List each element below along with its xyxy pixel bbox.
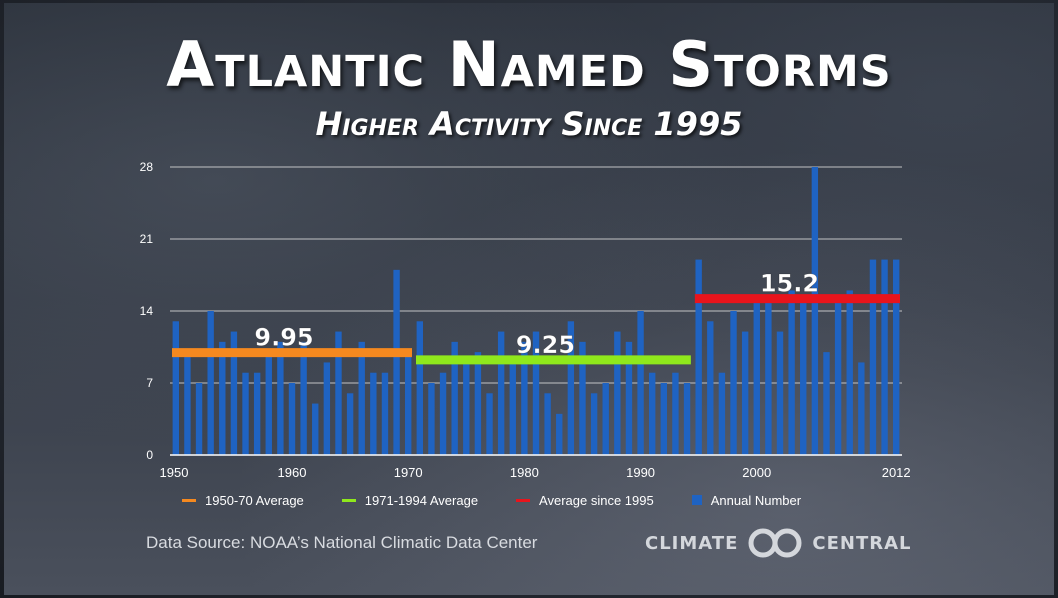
bar-1959 [277,341,284,455]
bar-1995 [695,259,702,455]
bar-1975 [463,362,470,455]
y-tick-label-4: 28 [140,160,154,174]
x-tick-label-6: 2012 [882,465,911,480]
bar-2009 [858,362,865,455]
bar-2004 [800,300,807,455]
y-tick-label-0: 0 [146,448,153,462]
average-label-3: 15.2 [760,270,819,298]
bar-1990 [637,311,644,455]
legend-label-avg1: 1950-70 Average [205,492,304,508]
chart-title: Atlantic Named Storms [166,28,892,101]
bar-1981 [532,331,540,455]
bar-1977 [486,393,493,455]
legend-swatch-annual [691,495,702,505]
y-tick-label-3: 21 [140,232,154,246]
bar-2011 [881,259,888,455]
legend-item-avg3: Average since 1995 [516,493,654,508]
bar-1956 [242,372,249,455]
bar-1957 [253,372,261,455]
logo-text-left: CLIMATE [645,532,739,554]
climate-central-logo: CLIMATE CENTRAL [645,528,912,558]
bar-1989 [625,341,633,455]
bar-1968 [381,372,389,455]
bar-2005 [811,167,819,455]
bar-1954 [219,341,226,455]
chart-subtitle: Higher Activity Since 1995 [315,105,743,143]
y-tick-label-1: 7 [146,376,153,390]
legend-item-avg1: 1950-70 Average [182,493,304,508]
chart-legend: 1950-70 Average 1971-1994 Average Averag… [182,491,839,509]
bar-1963 [323,362,331,455]
bar-1962 [312,403,319,455]
bar-2007 [834,300,842,455]
bar-1978 [497,331,505,455]
x-tick-label-5: 2000 [742,465,771,480]
bar-1992 [660,383,668,455]
x-tick-label-4: 1990 [626,465,655,480]
logo-rings-icon [748,528,802,558]
bar-1994 [683,383,691,455]
bar-1955 [230,331,238,455]
bar-1974 [451,341,458,455]
bar-1950 [172,321,180,455]
bar-1982 [544,393,551,455]
bar-1972 [428,383,435,455]
bar-1983 [556,413,563,455]
x-tick-label-2: 1970 [394,465,423,480]
legend-swatch-avg2 [341,498,356,502]
bar-1976 [474,352,482,455]
y-tick-label-2: 14 [140,304,154,318]
x-tick-label-3: 1980 [510,465,539,480]
bar-1993 [672,372,679,455]
bar-1996 [707,321,714,455]
bar-2010 [869,259,877,455]
logo-text-right: CENTRAL [812,532,912,554]
bar-1961 [300,341,307,455]
bar-1952 [195,383,203,455]
x-tick-label-1: 1960 [278,465,307,480]
bar-2006 [823,352,830,455]
bar-1960 [288,383,296,455]
bar-1984 [567,321,575,455]
bar-1999 [741,331,749,455]
legend-label-annual: Annual Number [710,492,802,508]
bar-1966 [358,341,365,455]
bar-1991 [648,372,656,455]
x-tick-label-0: 1950 [160,465,189,480]
bar-1985 [579,341,586,455]
bar-1953 [207,311,214,455]
bar-2002 [776,331,784,455]
bar-2000 [753,300,760,455]
bar-1971 [416,321,424,455]
bar-1964 [335,331,342,455]
bar-1986 [590,393,598,455]
legend-swatch-avg3 [516,498,531,502]
bar-2001 [765,300,772,455]
bar-1973 [439,372,447,455]
average-label-1: 9.95 [254,324,313,352]
bar-1998 [730,311,737,455]
data-source-note: Data Source: NOAA’s National Climatic Da… [146,533,538,552]
legend-label-avg2: 1971-1994 Average [364,492,479,508]
bar-1969 [393,269,400,455]
legend-item-annual: Annual Number [691,492,802,508]
bar-1951 [184,352,191,455]
bar-1987 [602,383,609,455]
bar-2008 [846,290,853,455]
bar-1958 [265,352,272,455]
bar-1988 [614,331,621,455]
bar-1970 [404,352,412,455]
bar-1965 [346,393,354,455]
legend-swatch-avg1 [182,498,196,502]
legend-item-avg2: 1971-1994 Average [341,492,479,508]
bar-1979 [509,362,516,455]
bar-1967 [370,372,377,455]
bar-2012 [892,259,900,455]
average-label-2: 9.25 [516,331,575,359]
bar-1997 [718,372,726,455]
bar-2003 [788,290,795,455]
legend-label-avg3: Average since 1995 [539,492,654,508]
bar-1980 [521,341,528,455]
